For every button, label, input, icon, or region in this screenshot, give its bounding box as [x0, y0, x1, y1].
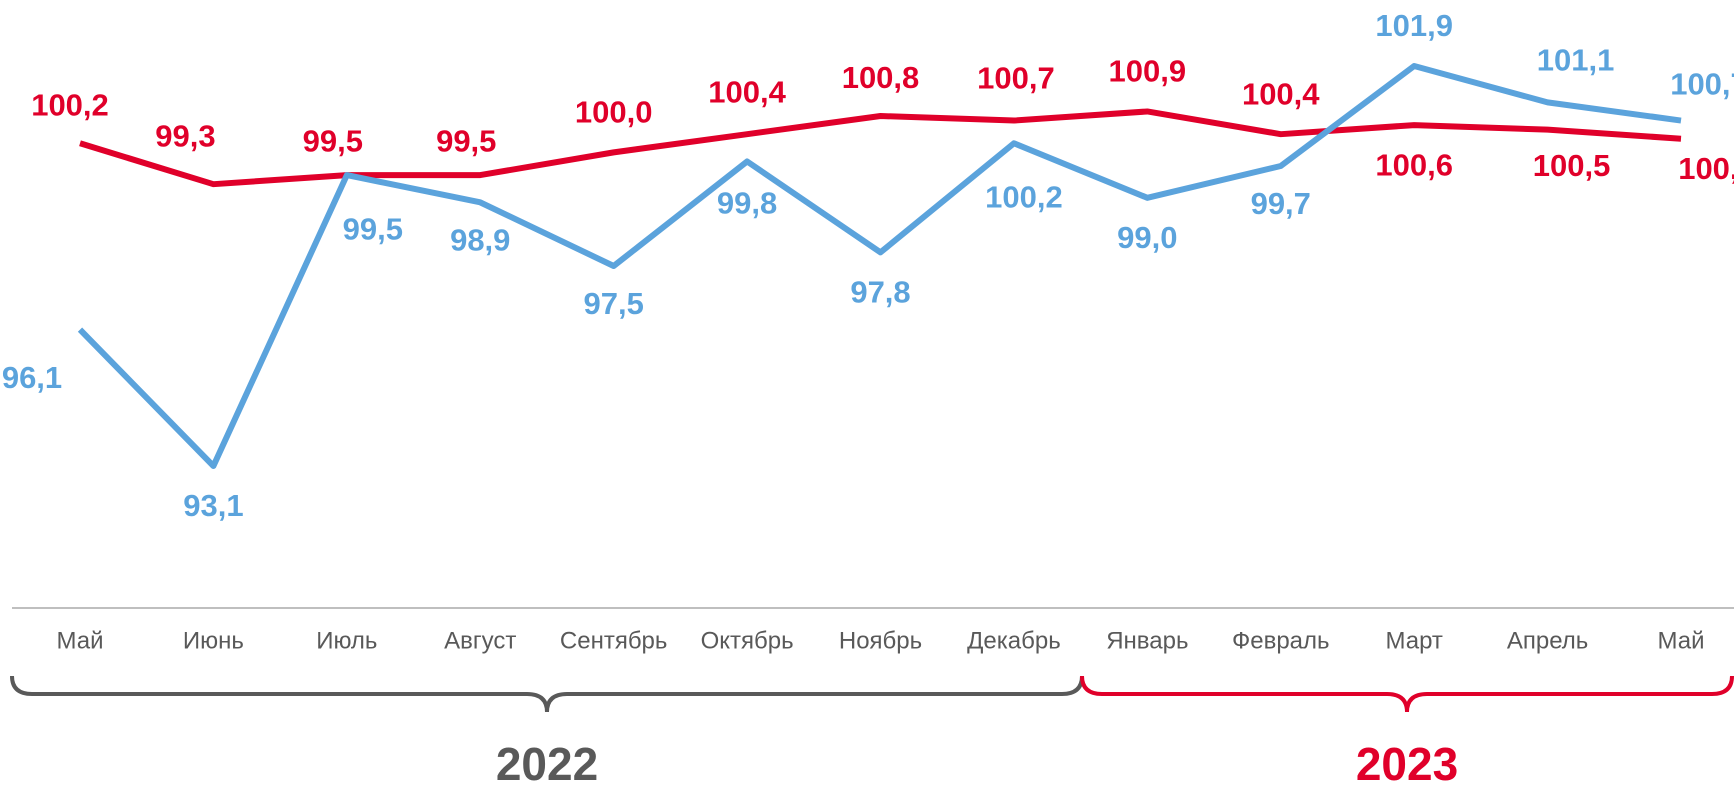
- x-tick-label: Июль: [316, 627, 377, 654]
- x-tick-label: Август: [444, 627, 516, 654]
- data-label: 99,5: [303, 123, 363, 158]
- data-label: 100,5: [1533, 148, 1611, 183]
- data-label: 97,5: [583, 286, 643, 321]
- year-brace: [10, 675, 1084, 713]
- year-brace: [1080, 675, 1734, 713]
- data-label: 100,6: [1375, 147, 1453, 182]
- x-tick-label: Ноябрь: [839, 627, 922, 654]
- series-line: [77, 63, 1682, 469]
- x-tick-label: Февраль: [1232, 627, 1330, 654]
- year-label: 2023: [1356, 738, 1458, 790]
- x-tick-label: Октябрь: [701, 627, 794, 654]
- data-label: 99,8: [717, 186, 777, 221]
- x-tick-label: Декабрь: [967, 627, 1061, 654]
- data-label: 100,2: [31, 87, 109, 122]
- data-label: 98,9: [450, 223, 510, 258]
- data-label: 100,0: [575, 95, 653, 130]
- data-label: 93,1: [183, 488, 243, 523]
- data-label: 100,4: [1242, 76, 1320, 111]
- data-label: 100,2: [985, 179, 1063, 214]
- data-label: 99,3: [155, 118, 215, 153]
- year-label: 2022: [496, 738, 598, 790]
- x-tick-label: Март: [1385, 627, 1442, 654]
- x-tick-label: Январь: [1106, 627, 1188, 654]
- data-label: 99,5: [436, 123, 496, 158]
- data-label: 100,8: [842, 60, 920, 95]
- data-label: 99,0: [1117, 220, 1177, 255]
- data-label: 101,9: [1375, 8, 1453, 43]
- data-label: 99,7: [1251, 186, 1311, 221]
- x-tick-label: Июнь: [183, 627, 244, 654]
- data-label: 99,5: [343, 211, 403, 246]
- data-label: 101,1: [1537, 43, 1615, 78]
- data-label: 100,7: [977, 61, 1055, 96]
- x-tick-label: Май: [1657, 627, 1704, 654]
- data-label: 100,4: [708, 74, 786, 109]
- data-label: 97,8: [850, 275, 910, 310]
- data-label: 100,9: [1109, 54, 1187, 89]
- data-label: 100,7: [1670, 67, 1734, 102]
- x-tick-label: Апрель: [1507, 627, 1588, 654]
- x-tick-label: Май: [56, 627, 103, 654]
- x-tick-label: Сентябрь: [560, 627, 668, 654]
- data-label: 96,1: [2, 360, 62, 395]
- data-label: 100,3: [1678, 151, 1734, 186]
